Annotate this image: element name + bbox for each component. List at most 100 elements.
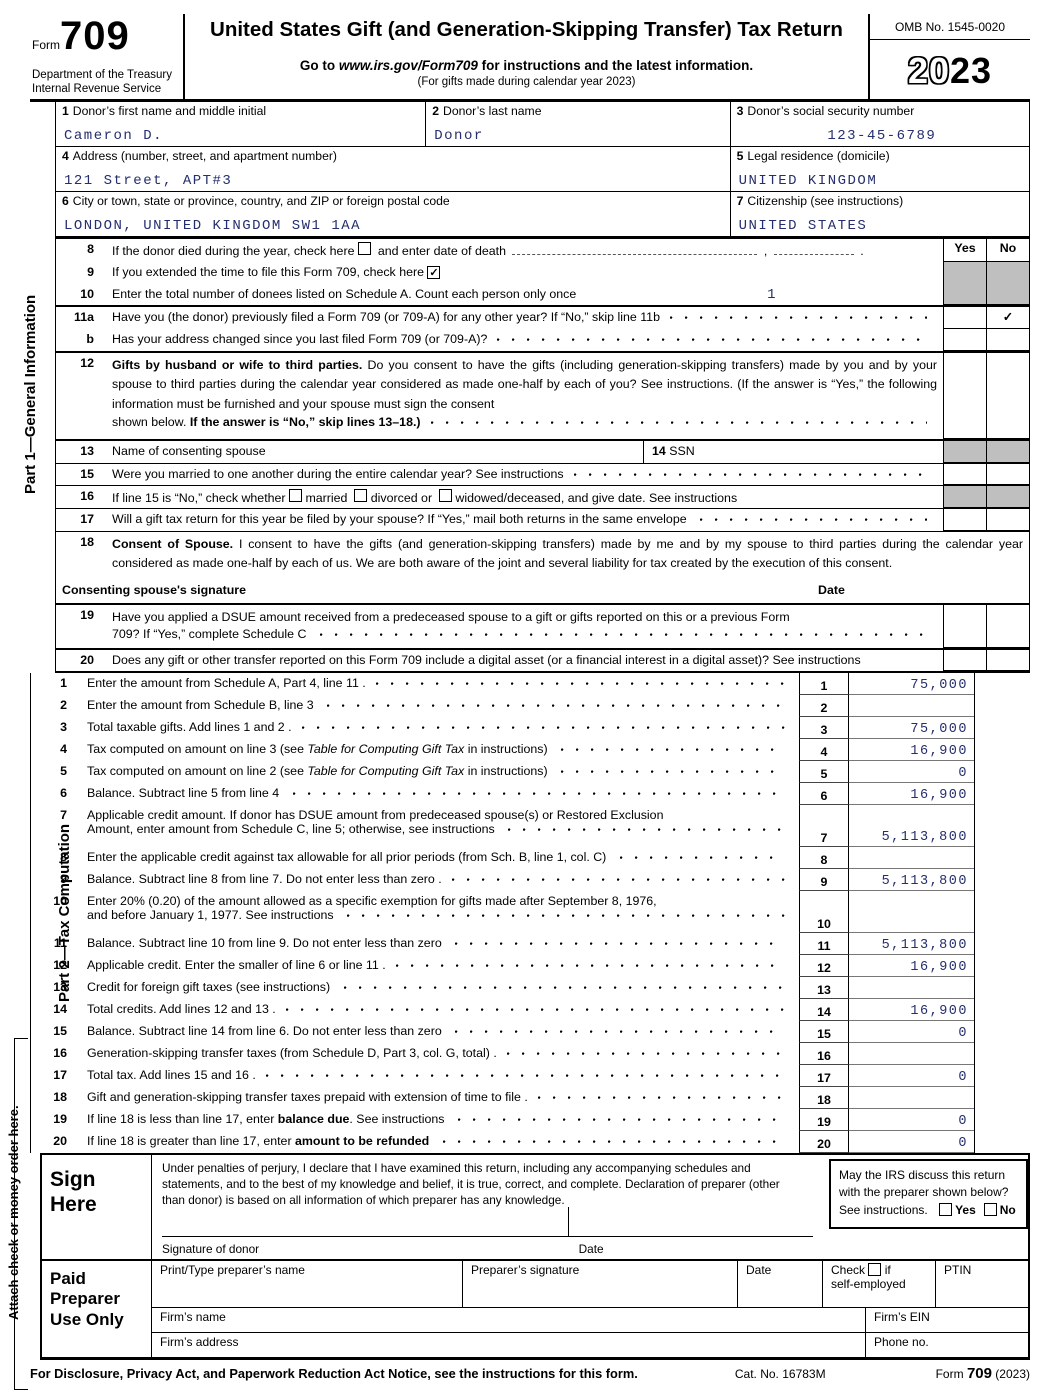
amount-field-6[interactable]: 16,900: [849, 783, 974, 805]
field-value[interactable]: Cameron D.: [64, 127, 164, 144]
field-value[interactable]: UNITED KINGDOM: [738, 172, 878, 189]
amount-field-4[interactable]: 16,900: [849, 739, 974, 761]
part1-side-label: Part 1—General Information: [22, 294, 39, 494]
field-value[interactable]: 123-45-6789: [827, 127, 937, 144]
amount-value[interactable]: 0: [958, 1025, 968, 1041]
line-text: Will a gift tax return for this year be …: [108, 509, 943, 531]
irs-discuss-yes-checkbox[interactable]: [939, 1202, 953, 1216]
no-cell-checked[interactable]: ✓: [986, 306, 1029, 329]
yes-cell[interactable]: [943, 306, 986, 329]
amount-field-19[interactable]: 0: [849, 1109, 974, 1131]
field-14-ssn[interactable]: 14 SSN: [643, 440, 943, 463]
amount-field-14[interactable]: 16,900: [849, 999, 974, 1021]
amount-value[interactable]: 0: [958, 1135, 968, 1151]
donor-field-5[interactable]: 5 Legal residence (domicile) UNITED KINGDO…: [729, 146, 1029, 191]
checkbox[interactable]: [357, 241, 371, 255]
firm-ein-field[interactable]: Firm’s EIN: [865, 1307, 1028, 1332]
yes-cell[interactable]: [943, 440, 986, 463]
no-cell[interactable]: [986, 352, 1029, 439]
donor-field-1[interactable]: 1 Donor’s first name and middle initial Ca…: [56, 102, 425, 146]
amount-field-7[interactable]: 5,113,800: [849, 805, 974, 847]
amount-value[interactable]: 5,113,800: [881, 873, 968, 889]
amount-value[interactable]: 5,113,800: [881, 937, 968, 953]
self-employed-checkbox[interactable]: [868, 1262, 882, 1276]
no-cell[interactable]: [986, 328, 1029, 351]
amount-field-16[interactable]: [849, 1043, 974, 1065]
yes-cell[interactable]: [943, 463, 986, 485]
part2-row-14: 14 Total credits. Add lines 12 and 13 . 14…: [31, 998, 974, 1021]
amount-field-20[interactable]: 0: [849, 1131, 974, 1153]
amount-field-17[interactable]: 0: [849, 1065, 974, 1087]
yes-cell[interactable]: [943, 352, 986, 439]
part2-row-15: 15 Balance. Subtract line 14 from line 6.…: [31, 1020, 974, 1043]
dashed-entry-line[interactable]: [512, 244, 758, 255]
no-cell[interactable]: [986, 283, 1029, 305]
firm-name-field[interactable]: Firm’s name: [160, 1309, 226, 1324]
amount-value[interactable]: 0: [958, 1113, 968, 1129]
amount-field-11[interactable]: 5,113,800: [849, 933, 974, 955]
amount-field-8[interactable]: [849, 847, 974, 869]
amount-field-15[interactable]: 0: [849, 1021, 974, 1043]
filled-value[interactable]: 1: [767, 286, 777, 303]
yes-cell[interactable]: [943, 649, 986, 671]
amount-field-3[interactable]: 75,000: [849, 717, 974, 739]
yes-cell[interactable]: Yes: [943, 238, 986, 262]
amount-field-12[interactable]: 16,900: [849, 955, 974, 977]
amount-value[interactable]: 16,900: [910, 743, 968, 759]
donor-field-2[interactable]: 2 Donor’s last name Donor: [425, 101, 729, 146]
amount-field-13[interactable]: [849, 977, 974, 999]
preparer-name-field[interactable]: Print/Type preparer’s name: [160, 1262, 305, 1277]
amount-value[interactable]: 75,000: [910, 721, 968, 737]
amount-field-5[interactable]: 0: [849, 761, 974, 783]
donor-field-6[interactable]: 6 City or town, state or province, countr…: [56, 192, 730, 236]
field-value[interactable]: UNITED STATES: [738, 217, 868, 234]
yes-cell[interactable]: [943, 328, 986, 351]
amount-field-18[interactable]: [849, 1087, 974, 1109]
yes-cell[interactable]: [943, 604, 986, 648]
yes-cell[interactable]: [943, 485, 986, 508]
checkbox-checked[interactable]: ✓: [427, 265, 441, 279]
phone-field[interactable]: Phone no.: [865, 1332, 1028, 1357]
firm-address-field[interactable]: Firm’s address: [160, 1334, 239, 1349]
amount-field-10[interactable]: [849, 891, 974, 933]
no-cell[interactable]: [986, 604, 1029, 648]
donor-field-4[interactable]: 4 Address (number, street, and apartment …: [56, 147, 730, 191]
amount-value[interactable]: 5,113,800: [881, 829, 968, 845]
donor-field-3[interactable]: 3 Donor’s social security number 123-45-67…: [729, 101, 1029, 146]
no-cell[interactable]: [986, 508, 1029, 531]
no-cell[interactable]: [986, 261, 1029, 284]
amount-value[interactable]: 16,900: [910, 787, 968, 803]
donor-signature-line[interactable]: [162, 1235, 813, 1237]
field-value[interactable]: Donor: [434, 127, 484, 144]
amount-value[interactable]: 75,000: [910, 677, 968, 693]
yes-cell[interactable]: [943, 508, 986, 531]
amount-field-1[interactable]: 75,000: [849, 673, 974, 695]
preparer-date-field[interactable]: Date: [737, 1260, 822, 1307]
amount-value[interactable]: 16,900: [910, 1003, 968, 1019]
yes-cell[interactable]: [943, 261, 986, 284]
checkbox[interactable]: [288, 488, 302, 502]
preparer-signature-field[interactable]: Preparer’s signature: [462, 1260, 737, 1307]
dot-leader: [451, 877, 785, 882]
field-value[interactable]: LONDON, UNITED KINGDOM SW1 1AA: [64, 217, 362, 234]
no-cell[interactable]: [986, 649, 1029, 671]
irs-discuss-no-checkbox[interactable]: [983, 1202, 997, 1216]
dashed-entry-line[interactable]: [773, 244, 854, 255]
donor-field-7[interactable]: 7 Citizenship (see instructions) UNITED ST…: [729, 191, 1029, 236]
amount-value[interactable]: 16,900: [910, 959, 968, 975]
no-cell[interactable]: No: [986, 238, 1029, 262]
yes-cell[interactable]: [943, 283, 986, 305]
amount-field-9[interactable]: 5,113,800: [849, 869, 974, 891]
amount-value[interactable]: 0: [958, 765, 968, 781]
field-value[interactable]: 121 Street, APT#3: [64, 172, 233, 189]
ptin-field[interactable]: PTIN: [935, 1260, 1028, 1307]
part2-row-13: 13 Credit for foreign gift taxes (see ins…: [31, 976, 974, 999]
checkbox[interactable]: [354, 488, 368, 502]
checkbox[interactable]: [438, 488, 452, 502]
part2-row-7: 7 Applicable credit amount. If donor has …: [31, 804, 974, 847]
amount-field-2[interactable]: [849, 695, 974, 717]
no-cell[interactable]: [986, 485, 1029, 508]
amount-value[interactable]: 0: [958, 1069, 968, 1085]
no-cell[interactable]: [986, 440, 1029, 463]
no-cell[interactable]: [986, 463, 1029, 485]
